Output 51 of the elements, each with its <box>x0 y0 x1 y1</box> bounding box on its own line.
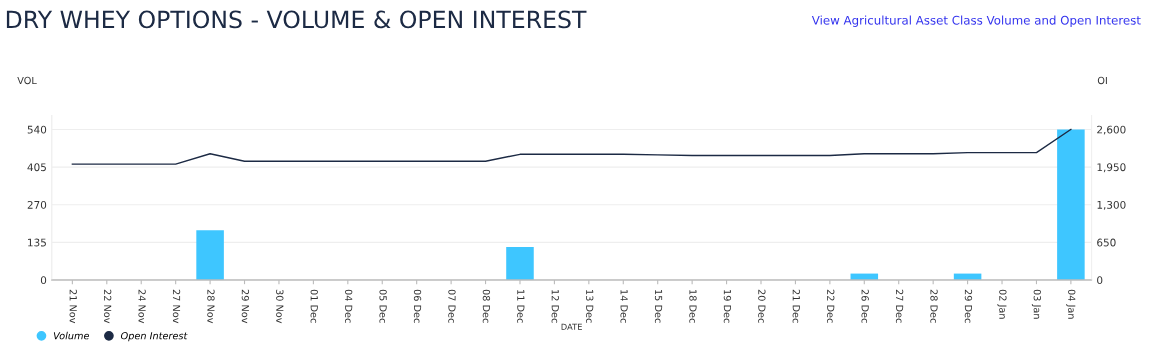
x-tick-label: 27 Dec <box>895 289 904 323</box>
y-tick-label: 540 <box>27 125 47 134</box>
y2-tick-label: 2,600 <box>1097 125 1126 135</box>
x-axis-title: DATE <box>561 323 582 330</box>
x-tick-label: 27 Nov <box>172 289 181 324</box>
x-tick-label: 11 Dec <box>517 290 525 323</box>
y2-tick-label: 1,300 <box>1097 200 1126 210</box>
x-tick-label: 29 Dec <box>964 289 973 323</box>
bar <box>1057 129 1085 280</box>
x-tick-label: 12 Dec <box>551 290 559 323</box>
y2-tick-label: 1,950 <box>1097 163 1126 173</box>
x-tick-label: 07 Dec <box>448 289 456 323</box>
x-tick-label: 03 Jan <box>1031 289 1041 319</box>
x-tick-label: 08 Dec <box>482 289 491 323</box>
x-tick-label: 21 Dec <box>792 289 800 323</box>
x-tick-label: 22 Nov <box>103 289 112 324</box>
x-tick-label: 28 Nov <box>207 289 215 324</box>
legend-label: Volume <box>53 331 90 340</box>
x-tick-label: 18 Dec <box>689 290 697 323</box>
x-tick-label: 19 Dec <box>723 290 732 323</box>
x-tick-label: 30 Nov <box>276 289 284 324</box>
x-tick-label: 05 Dec <box>379 289 387 323</box>
y-tick-label: 135 <box>28 238 46 247</box>
x-tick-label: 29 Nov <box>241 289 250 324</box>
x-tick-label: 21 Nov <box>69 289 77 324</box>
legend-label: Open Interest <box>120 332 188 342</box>
x-tick-label: 15 Dec <box>654 290 663 323</box>
x-tick-label: 02 Jan <box>997 289 1007 319</box>
y-tick-label: 270 <box>27 200 47 209</box>
y2-axis-title: OI <box>1097 76 1107 85</box>
x-tick-label: 13 Dec <box>586 290 594 323</box>
line-series <box>71 128 1072 165</box>
y2-tick-label: 0 <box>1097 276 1103 285</box>
x-tick-label: 04 Jan <box>1066 289 1076 319</box>
y-tick-label: 0 <box>40 276 47 285</box>
x-tick-label: 06 Dec <box>413 289 422 323</box>
y2-tick-label: 650 <box>1097 238 1116 247</box>
y-axis-title: VOL <box>17 76 37 85</box>
bar <box>196 230 224 280</box>
x-tick-label: 22 Dec <box>827 289 835 323</box>
text: View Agricultural Asset Class Volume and Open Interest <box>811 15 1141 27</box>
x-tick-label: 14 Dec <box>620 290 628 323</box>
x-tick-label: 01 Dec <box>310 289 318 323</box>
chart-title: DRY WHEY OPTIONS - VOLUME & OPEN INTEREST <box>6 10 587 29</box>
x-tick-label: 28 Dec <box>930 289 938 323</box>
x-tick-label: 24 Nov <box>138 289 146 324</box>
x-tick-label: 04 Dec <box>345 289 353 323</box>
y-tick-label: 405 <box>27 163 46 172</box>
x-tick-label: 26 Dec <box>861 289 869 323</box>
bar <box>506 247 534 280</box>
x-tick-label: 20 Dec <box>758 289 766 323</box>
